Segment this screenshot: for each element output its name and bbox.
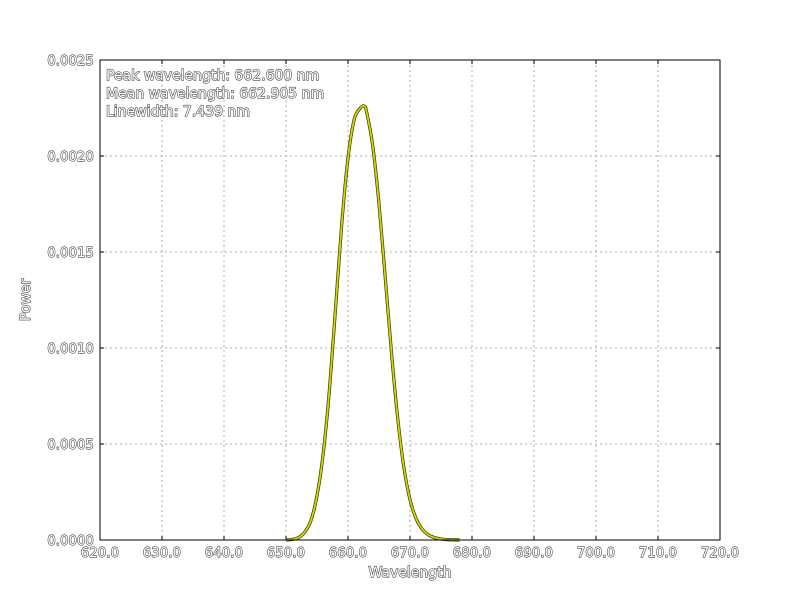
annotation-line: Linewidth: 7.439 nm — [106, 104, 250, 120]
x-tick-label: 680.0 — [453, 546, 491, 561]
x-tick-label: 620.0 — [81, 546, 119, 561]
x-tick-label: 720.0 — [701, 546, 739, 561]
y-tick-label: 0.0005 — [47, 438, 94, 453]
grid-lines — [100, 60, 720, 540]
x-tick-label: 710.0 — [639, 546, 677, 561]
annotation-line: Mean wavelength: 662.905 nm — [106, 86, 324, 102]
x-tick-label: 650.0 — [267, 546, 305, 561]
x-tick-label: 660.0 — [329, 546, 367, 561]
series-layer — [285, 104, 460, 542]
x-axis-label: Wavelength — [368, 565, 451, 581]
series-line — [285, 104, 460, 541]
annotation-block: Peak wavelength: 662.600 nm Mean waveleng… — [105, 67, 324, 120]
y-tick-label: 0.0015 — [47, 246, 94, 261]
x-tick-label: 640.0 — [205, 546, 243, 561]
x-tick-label: 700.0 — [577, 546, 615, 561]
tick-labels: 620.0 630.0 640.0 650.0 660.0 670.0 680.0 690.0… — [47, 53, 740, 561]
y-tick-label: 0.0020 — [47, 150, 94, 165]
annotation-line: Peak wavelength: 662.600 nm — [106, 68, 319, 84]
tick-marks — [99, 59, 721, 541]
y-tick-label: 0.0025 — [47, 54, 94, 69]
y-axis-label: Power — [18, 279, 34, 322]
y-tick-label: 0.0010 — [47, 342, 94, 357]
x-tick-label: 670.0 — [391, 546, 429, 561]
y-tick-label: 0.0000 — [47, 534, 94, 549]
x-tick-label: 630.0 — [143, 546, 181, 561]
x-tick-label: 690.0 — [515, 546, 553, 561]
